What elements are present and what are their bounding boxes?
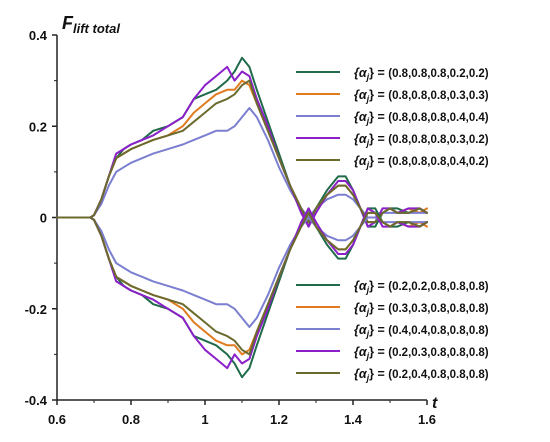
- series-lines: [56, 56, 428, 379]
- series-line-9: [56, 207, 428, 370]
- x-tick-label: 1.2: [270, 412, 288, 427]
- legend-label: {αj} = (0.8,0.8,0.8,0.4,0.4): [354, 110, 489, 126]
- x-tick-label: 1.4: [344, 412, 363, 427]
- legend-label: {αj} = (0.2,0.3,0.8,0.8,0.8): [354, 345, 489, 361]
- legend-label: {αj} = (0.8,0.8,0.8,0.3,0.3): [354, 88, 489, 104]
- y-tick-label: -0.2: [25, 302, 47, 317]
- legend-top: {αj} = (0.8,0.8,0.8,0.2,0.2) {αj} = (0.8,…: [296, 66, 489, 170]
- legend-label: {αj} = (0.8,0.8,0.8,0.3,0.2): [354, 132, 489, 148]
- x-axis-label: t: [432, 395, 438, 412]
- legend-label: {αj} = (0.2,0.4,0.8,0.8,0.8): [354, 367, 489, 383]
- legend-label: {αj} = (0.8,0.8,0.8,0.2,0.2): [354, 66, 489, 82]
- x-tick-label: 0.8: [122, 412, 140, 427]
- y-axis-label-sub: lift total: [73, 21, 120, 36]
- y-axis-label-main: F: [62, 13, 74, 33]
- legend-label: {αj} = (0.8,0.8,0.8,0.4,0.2): [354, 154, 489, 170]
- series-line-5: [56, 79, 428, 224]
- series-line-10: [56, 211, 428, 356]
- x-tick-label: 0.6: [48, 412, 66, 427]
- y-tick-label: 0.4: [29, 28, 48, 43]
- y-tick-label: 0: [40, 211, 47, 226]
- x-tick-label: 1: [201, 412, 208, 427]
- y-tick-label: -0.4: [25, 393, 48, 408]
- legend-label: {αj} = (0.2,0.2,0.8,0.8,0.8): [354, 279, 489, 295]
- y-tick-label: 0.2: [29, 119, 47, 134]
- x-tick-label: 1.6: [418, 412, 436, 427]
- legend-label: {αj} = (0.3,0.3,0.8,0.8,0.8): [354, 301, 489, 317]
- series-line-8: [56, 216, 428, 328]
- y-axis-label: Flift total: [62, 13, 120, 36]
- legend-bottom: {αj} = (0.2,0.2,0.8,0.8,0.8) {αj} = (0.3,…: [296, 279, 489, 383]
- series-line-4: [56, 65, 428, 228]
- x-ticks: 0.6 0.8 1 1.2 1.4 1.6: [48, 400, 436, 427]
- legend-label: {αj} = (0.4,0.4,0.8,0.8,0.8): [354, 323, 489, 339]
- y-ticks: 0.4 0.2 0 -0.2 -0.4: [25, 28, 57, 408]
